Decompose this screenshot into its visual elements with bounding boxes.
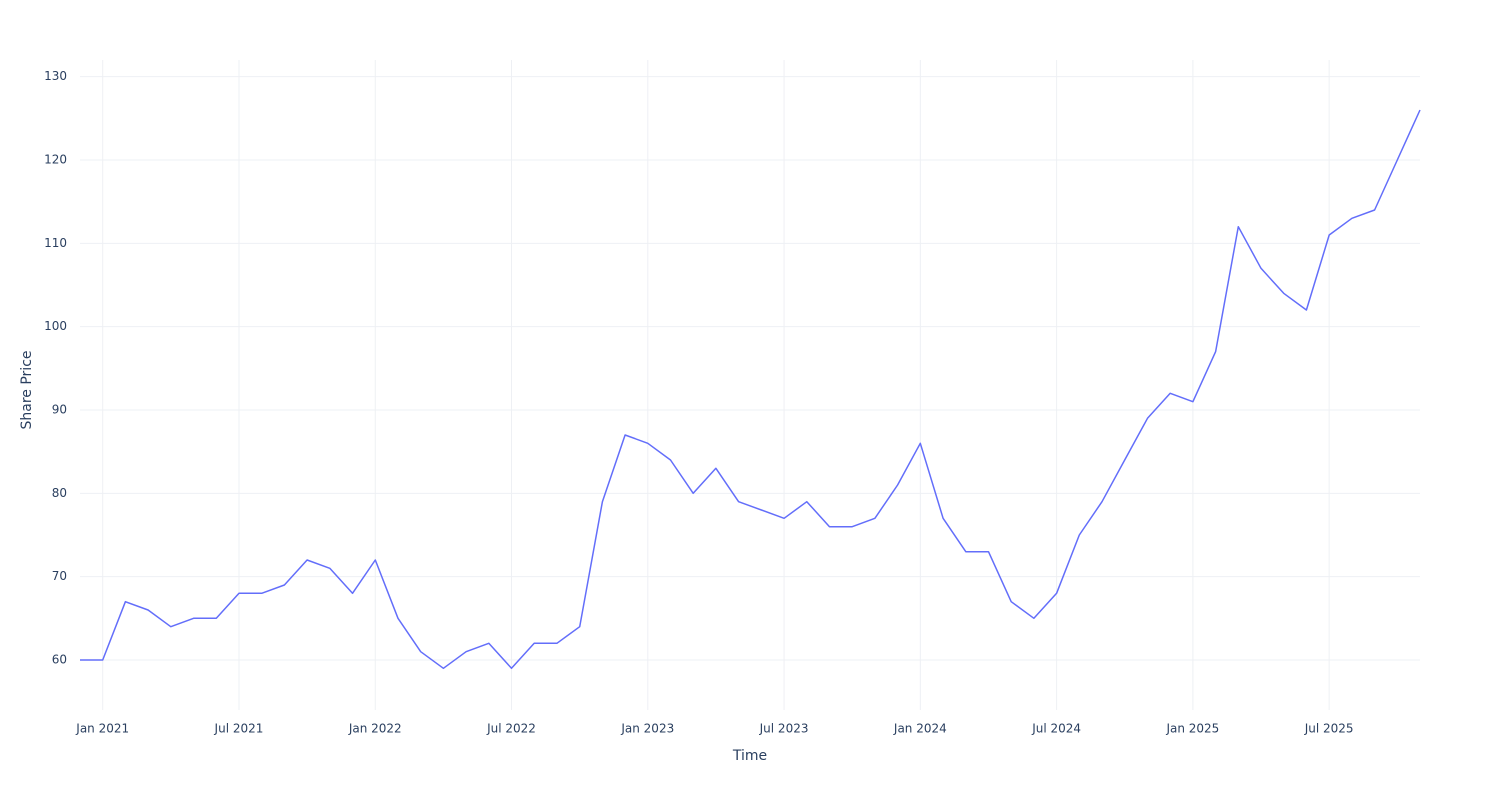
x-tick-label: Jan 2025 bbox=[1165, 722, 1219, 736]
y-tick-label: 120 bbox=[44, 153, 67, 167]
y-tick-label: 100 bbox=[44, 319, 67, 333]
x-tick-label: Jul 2021 bbox=[214, 722, 264, 736]
x-tick-label: Jul 2022 bbox=[486, 722, 536, 736]
y-tick-label: 110 bbox=[44, 236, 67, 250]
line-series bbox=[80, 109, 1421, 670]
x-tick-label: Jan 2023 bbox=[620, 722, 674, 736]
y-tick-label: 60 bbox=[52, 653, 67, 667]
x-tick-label: Jul 2024 bbox=[1031, 722, 1081, 736]
x-tick-label: Jul 2023 bbox=[759, 722, 809, 736]
y-tick-label: 70 bbox=[52, 569, 67, 583]
x-axis-title: Time bbox=[732, 748, 767, 764]
y-axis-title: Share Price bbox=[19, 350, 35, 429]
y-tick-label: 80 bbox=[52, 486, 67, 500]
y-tick-label: 90 bbox=[52, 403, 67, 417]
y-tick-label: 130 bbox=[44, 69, 67, 83]
x-tick-label: Jan 2021 bbox=[75, 722, 129, 736]
x-tick-label: Jan 2022 bbox=[348, 722, 402, 736]
x-tick-label: Jul 2025 bbox=[1304, 722, 1354, 736]
x-tick-label: Jan 2024 bbox=[893, 722, 947, 736]
